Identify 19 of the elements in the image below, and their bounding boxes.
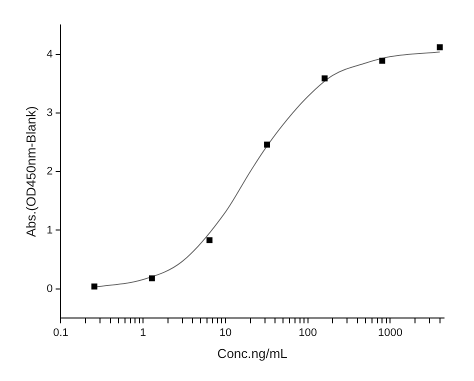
- y-axis-title: Abs.(OD450nm-Blank): [23, 106, 38, 237]
- point: [206, 237, 212, 244]
- x-tick-label: 100: [298, 326, 318, 339]
- point: [322, 75, 328, 82]
- x-axis-title: Conc.ng/mL: [217, 346, 288, 361]
- x-tick-label: 0.1: [53, 326, 68, 339]
- point: [264, 142, 270, 148]
- point: [379, 58, 386, 64]
- y-tick-label: 2: [46, 166, 53, 178]
- y-tick-label: 3: [46, 106, 53, 119]
- point: [148, 275, 155, 282]
- x-tick-label: 1: [140, 326, 146, 339]
- point: [91, 284, 98, 290]
- y-tick-label: 0: [46, 282, 53, 295]
- point: [436, 44, 443, 50]
- y-tick-label: 4: [46, 48, 53, 60]
- x-tick-label: 1000: [378, 326, 402, 339]
- x-tick-label: 10: [219, 326, 232, 339]
- y-tick-label: 1: [46, 224, 53, 236]
